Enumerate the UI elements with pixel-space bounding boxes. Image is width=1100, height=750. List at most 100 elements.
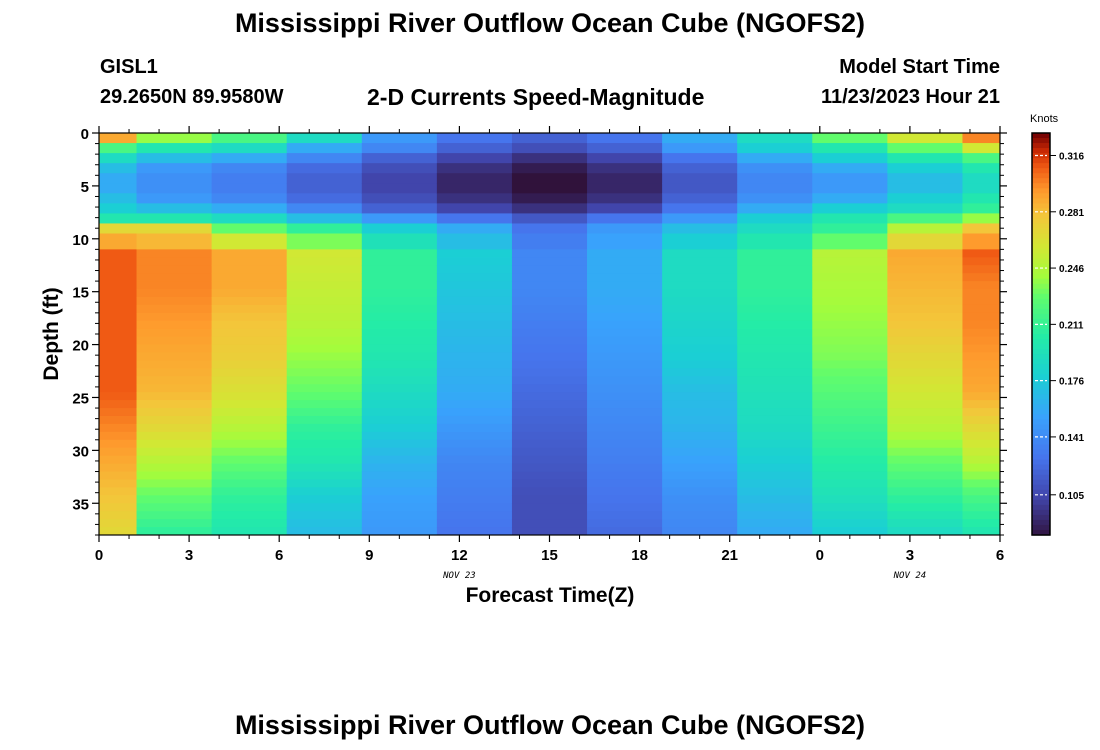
heatmap-cell xyxy=(511,336,588,346)
heatmap-cell xyxy=(812,193,888,204)
heatmap-cell xyxy=(361,328,438,338)
heatmap-cell xyxy=(662,328,738,338)
colorbar-segment xyxy=(1032,308,1050,315)
heatmap-cell xyxy=(436,511,513,520)
heatmap-cell xyxy=(136,173,213,184)
heatmap-cell xyxy=(587,296,663,306)
heatmap-cell xyxy=(887,463,963,473)
colorbar-segment xyxy=(1032,369,1050,375)
heatmap-cell xyxy=(812,173,888,184)
heatmap-cell xyxy=(962,153,1001,164)
heatmap-cell xyxy=(99,273,138,282)
heatmap-cell xyxy=(812,320,888,330)
heatmap-cell xyxy=(962,455,1001,465)
heatmap-cell xyxy=(361,479,438,488)
heatmap-cell xyxy=(511,519,588,528)
heatmap-cell xyxy=(737,423,813,433)
heatmap-cell xyxy=(211,344,288,354)
x-tick-label: 3 xyxy=(185,547,193,564)
heatmap-cell xyxy=(211,471,288,480)
heatmap-cell xyxy=(662,487,738,496)
heatmap-cell xyxy=(361,487,438,496)
heatmap-cell xyxy=(962,223,1001,234)
heatmap-cell xyxy=(436,183,513,194)
heatmap-cell xyxy=(962,257,1001,266)
colorbar-segment xyxy=(1032,499,1050,506)
heatmap-cell xyxy=(361,173,438,184)
heatmap-cell xyxy=(436,400,513,409)
heatmap-cell xyxy=(812,213,888,224)
colorbar-segment xyxy=(1032,298,1050,305)
heatmap-cell xyxy=(962,249,1001,258)
heatmap-cell xyxy=(136,511,213,520)
heatmap-cell xyxy=(511,495,588,504)
x-tick-label: 21 xyxy=(721,547,738,564)
heatmap-cells xyxy=(99,133,1001,536)
heatmap-cell xyxy=(737,368,813,377)
heatmap-cell xyxy=(361,281,438,290)
heatmap-cell xyxy=(737,503,813,512)
colorbar-segment xyxy=(1032,519,1050,526)
heatmap-cell xyxy=(211,183,288,194)
heatmap-cell xyxy=(211,289,288,298)
heatmap-cell xyxy=(99,415,138,425)
heatmap-cell xyxy=(737,296,813,306)
heatmap-cell xyxy=(436,296,513,306)
heatmap-cell xyxy=(511,344,588,354)
heatmap-cell xyxy=(286,503,363,512)
heatmap-cell xyxy=(587,281,663,290)
heatmap-cell xyxy=(737,273,813,282)
heatmap-cell xyxy=(962,471,1001,480)
heatmap-cell xyxy=(737,344,813,354)
heatmap-cell xyxy=(812,384,888,393)
heatmap-cell xyxy=(211,360,288,369)
heatmap-cell xyxy=(136,213,213,224)
heatmap-cell xyxy=(511,289,588,298)
colorbar-segment xyxy=(1032,218,1050,225)
x-tick-label: 12 xyxy=(451,547,468,564)
heatmap-cell xyxy=(286,415,363,425)
heatmap-cell xyxy=(962,133,1001,144)
heatmap-cell xyxy=(887,431,963,441)
heatmap-cell xyxy=(962,320,1001,330)
heatmap-cell xyxy=(136,133,213,144)
heatmap-cell xyxy=(361,265,438,274)
heatmap-cell xyxy=(511,479,588,488)
heatmap-cell xyxy=(887,344,963,354)
heatmap-cell xyxy=(286,400,363,409)
heatmap-cell xyxy=(99,304,138,314)
heatmap-cell xyxy=(99,408,138,417)
heatmap-cell xyxy=(436,487,513,496)
heatmap-cell xyxy=(962,344,1001,354)
heatmap-cell xyxy=(737,193,813,204)
heatmap-cell xyxy=(587,163,663,174)
heatmap-cell xyxy=(211,223,288,234)
colorbar-segment xyxy=(1032,268,1050,275)
heatmap-cell xyxy=(511,527,588,536)
heatmap-cell xyxy=(887,213,963,224)
heatmap-cell xyxy=(286,384,363,393)
heatmap-cell xyxy=(511,183,588,194)
heatmap-cell xyxy=(737,352,813,361)
heatmap-cell xyxy=(136,203,213,214)
heatmap-cell xyxy=(211,495,288,504)
colorbar-segment xyxy=(1032,233,1050,240)
colorbar-segment xyxy=(1032,228,1050,235)
heatmap-cell xyxy=(436,431,513,441)
heatmap-cell xyxy=(587,352,663,361)
heatmap-cell xyxy=(962,463,1001,473)
heatmap-cell xyxy=(662,439,738,449)
heatmap-cell xyxy=(99,431,138,441)
x-tick-label: 9 xyxy=(365,547,373,564)
heatmap-cell xyxy=(99,296,138,306)
heatmap-cell xyxy=(812,360,888,369)
heatmap-cell xyxy=(211,463,288,473)
heatmap-cell xyxy=(887,400,963,409)
heatmap-cell xyxy=(211,408,288,417)
heatmap-cell xyxy=(887,183,963,194)
heatmap-cell xyxy=(286,352,363,361)
heatmap-cell xyxy=(286,289,363,298)
heatmap-cell xyxy=(962,487,1001,496)
heatmap-cell xyxy=(99,203,138,214)
heatmap-cell xyxy=(436,193,513,204)
